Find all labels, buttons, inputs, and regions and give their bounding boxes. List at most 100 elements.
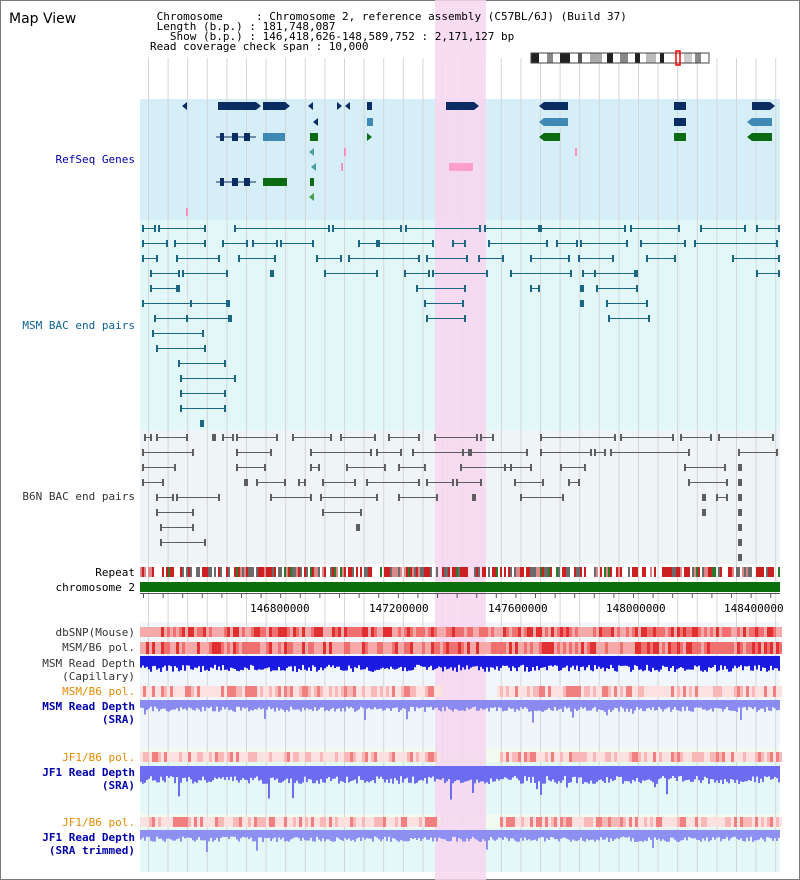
msm-capillary-depth [754, 656, 756, 666]
dbsnp-heat [758, 627, 761, 637]
dbsnp-heat [680, 627, 683, 637]
track-label-dbsnp[interactable]: dbSNP(Mouse) [55, 626, 135, 639]
msm-sra-depth [156, 700, 158, 709]
msm-b6-pol-heat [374, 642, 377, 654]
track-label-chromosome[interactable]: chromosome 2 [55, 581, 135, 594]
repeat-element [704, 567, 706, 577]
dbsnp-heat [176, 627, 179, 637]
repeat-element [580, 567, 582, 577]
b6n-bac-end-pair-end [160, 539, 162, 546]
track-label-msm-b6-pol-1[interactable]: MSM/B6 pol. [62, 641, 135, 654]
msm-b6-pol-heat-2 [227, 686, 230, 697]
msm-capillary-depth [268, 656, 270, 668]
track-label-msm-depth-cap-1[interactable]: MSM Read Depth [42, 657, 135, 670]
dbsnp-heat [425, 627, 428, 637]
dbsnp-heat [776, 627, 779, 637]
jf1-b6-pol-heat-2 [311, 817, 314, 827]
jf1-trim-depth [336, 830, 338, 838]
jf1-trim-depth [412, 830, 414, 839]
msm-capillary-depth [166, 656, 168, 671]
msm-sra-depth [608, 700, 610, 710]
jf1-sra-depth [232, 766, 234, 782]
b6n-bac-end-pair-end [270, 449, 272, 456]
msm-capillary-depth [260, 656, 262, 670]
msm-b6-pol-heat [755, 642, 758, 654]
msm-b6-pol-heat-2 [422, 686, 425, 697]
jf1-sra-depth [592, 766, 594, 784]
dbsnp-heat [167, 627, 170, 637]
jf1-sra-depth [590, 766, 592, 781]
track-label-msm-b6-pol-2[interactable]: MSM/B6 pol. [62, 685, 135, 698]
jf1-sra-depth [344, 766, 346, 783]
msm-b6-pol-heat-2 [653, 686, 656, 697]
track-label-jf1-b6-pol-2[interactable]: JF1/B6 pol. [62, 816, 135, 829]
msm-capillary-depth [628, 656, 630, 667]
jf1-b6-pol-heat-2 [716, 817, 719, 827]
msm-b6-pol-heat [512, 642, 515, 654]
jf1-b6-pol-heat [365, 752, 368, 762]
track-label-refseq[interactable]: RefSeq Genes [55, 153, 135, 166]
msm-sra-depth [190, 700, 192, 709]
dbsnp-heat [428, 627, 431, 637]
b6n-bac-end-pair-end [150, 434, 152, 441]
msm-capillary-depth [642, 656, 644, 672]
ruler-tick-label: 147200000 [369, 602, 429, 615]
jf1-sra-depth [534, 766, 536, 783]
repeat-element [618, 567, 620, 577]
msm-b6-pol-heat-2 [698, 686, 701, 697]
msm-sra-depth [530, 700, 532, 712]
track-label-b6n-bac[interactable]: B6N BAC end pairs [22, 490, 135, 503]
track-label-jf1-b6-pol-1[interactable]: JF1/B6 pol. [62, 751, 135, 764]
jf1-trim-depth [260, 830, 262, 838]
jf1-trim-depth [458, 830, 460, 838]
msm-capillary-depth [438, 656, 440, 667]
track-label-msm-depth-sra-1[interactable]: MSM Read Depth [42, 700, 135, 713]
msm-b6-pol-heat [356, 642, 359, 654]
dbsnp-heat [272, 627, 275, 637]
jf1-b6-pol-heat [140, 752, 143, 762]
msm-b6-pol-heat-2 [737, 686, 740, 697]
jf1-trim-depth [614, 830, 616, 840]
track-label-jf1-depth-trim-1[interactable]: JF1 Read Depth [42, 831, 135, 844]
b6n-bac-end-pair-end [540, 434, 542, 441]
jf1-trim-depth [396, 830, 398, 841]
msm-b6-pol-heat [566, 642, 569, 654]
gene-exon [674, 102, 686, 110]
jf1-sra-depth [492, 766, 494, 782]
msm-sra-depth [196, 700, 198, 709]
jf1-b6-pol-heat-2 [218, 817, 221, 827]
jf1-trim-depth [474, 830, 476, 839]
jf1-trim-depth [262, 830, 264, 842]
b6n-bac-end-pair-end [520, 494, 522, 501]
track-label-msm-bac[interactable]: MSM BAC end pairs [22, 319, 135, 332]
repeat-element [196, 567, 198, 577]
repeat-element [576, 567, 578, 577]
jf1-trim-depth [524, 830, 526, 838]
msm-bac-end-pair-end [348, 255, 350, 262]
track-label-jf1-depth-sra-1[interactable]: JF1 Read Depth [42, 766, 135, 779]
jf1-trim-depth [182, 830, 184, 837]
msm-sra-depth [360, 700, 362, 707]
jf1-sra-depth [346, 766, 348, 777]
jf1-trim-depth [598, 830, 600, 841]
b6n-bac-end-pair-end [320, 494, 322, 501]
msm-bac-end-pair-end [674, 255, 676, 262]
jf1-trim-depth [510, 830, 512, 839]
jf1-b6-pol-heat [308, 752, 311, 762]
jf1-trim-depth [774, 830, 776, 839]
jf1-sra-depth [670, 766, 672, 779]
jf1-sra-depth [140, 766, 142, 782]
msm-capillary-depth [570, 656, 572, 668]
msm-sra-depth [440, 700, 442, 712]
msm-capillary-depth [618, 656, 620, 666]
jf1-b6-pol-heat [515, 752, 518, 762]
track-label-repeat[interactable]: Repeat [95, 566, 135, 579]
msm-b6-pol-heat-2 [680, 686, 683, 697]
msm-capillary-depth [184, 656, 186, 671]
msm-b6-pol-heat [377, 642, 380, 654]
msm-bac-end-pair-end [694, 240, 696, 247]
repeat-element [670, 567, 672, 577]
jf1-sra-depth [520, 766, 522, 784]
msm-bac-end-pair-end [596, 285, 598, 292]
